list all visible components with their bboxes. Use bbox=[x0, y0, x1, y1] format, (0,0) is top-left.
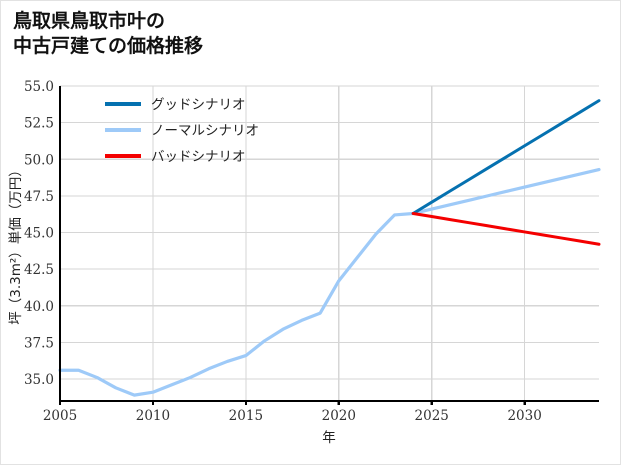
y-axis-tick-label: 52.5 bbox=[24, 116, 54, 132]
page-title: 鳥取県鳥取市叶の 中古戸建ての価格推移 bbox=[13, 10, 204, 58]
legend-label: バッドシナリオ bbox=[151, 149, 246, 165]
x-axis-tick-labels: 2005 2010 2015 2020 2025 2030 bbox=[43, 408, 542, 424]
x-axis-tick-label: 2015 bbox=[229, 408, 263, 424]
legend-label: ノーマルシナリオ bbox=[151, 123, 259, 139]
series-line bbox=[411, 99, 601, 215]
y-axis-tick-labels: 35.0 37.5 40.0 42.5 45.0 47.5 50.0 52.5 55.0 bbox=[24, 79, 54, 388]
y-axis-tick-label: 40.0 bbox=[24, 299, 54, 315]
y-axis-tick-label: 47.5 bbox=[24, 189, 54, 205]
series-line bbox=[58, 167, 601, 397]
x-axis-tick-label: 2025 bbox=[415, 408, 449, 424]
gridlines-group bbox=[58, 85, 599, 405]
x-axis-tick-label: 2010 bbox=[136, 408, 170, 424]
x-axis-tick-label: 2020 bbox=[322, 408, 356, 424]
y-axis-title: 坪（3.3m²）単価（万円） bbox=[8, 163, 24, 325]
y-axis-tick-label: 50.0 bbox=[24, 152, 54, 168]
y-axis-tick-label: 42.5 bbox=[24, 262, 54, 278]
y-axis-tick-label: 35.0 bbox=[24, 372, 54, 388]
series-group bbox=[58, 99, 601, 397]
x-axis-tick-label: 2030 bbox=[507, 408, 541, 424]
series-line bbox=[411, 211, 601, 246]
x-axis-tick-label: 2005 bbox=[43, 408, 77, 424]
y-axis-tick-label: 45.0 bbox=[24, 226, 54, 242]
legend-label: グッドシナリオ bbox=[151, 97, 246, 113]
y-axis-tick-label: 55.0 bbox=[24, 79, 54, 95]
x-axis-title: 年 bbox=[322, 430, 336, 446]
y-axis-tick-label: 37.5 bbox=[24, 335, 54, 351]
